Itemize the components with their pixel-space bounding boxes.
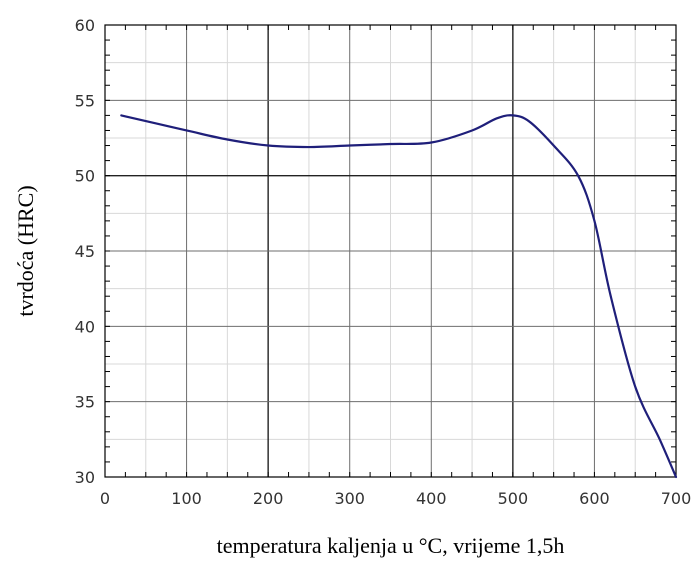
x-axis-title: temperatura kaljenja u °C, vrijeme 1,5h: [217, 533, 565, 558]
y-tick-label: 50: [75, 167, 95, 186]
y-axis-title: tvrdoća (HRC): [13, 185, 38, 316]
x-tick-labels: 0 100 200 300 400 500 600 700: [100, 489, 691, 508]
x-tick-label: 500: [498, 489, 529, 508]
x-tick-label: 0: [100, 489, 110, 508]
x-tick-label: 100: [171, 489, 202, 508]
y-tick-label: 55: [75, 91, 95, 110]
x-tick-label: 400: [416, 489, 447, 508]
y-tick-label: 40: [75, 317, 95, 336]
y-tick-labels: 30 35 40 45 50 55 60: [75, 16, 95, 487]
minor-ticks: [104, 24, 677, 478]
y-tick-label: 30: [75, 468, 95, 487]
x-tick-label: 200: [253, 489, 284, 508]
x-tick-label: 300: [334, 489, 365, 508]
x-tick-label: 600: [579, 489, 610, 508]
y-tick-label: 45: [75, 242, 95, 261]
y-tick-label: 60: [75, 16, 95, 35]
y-tick-label: 35: [75, 393, 95, 412]
major-grid: [105, 25, 676, 477]
hardness-curve: [120, 114, 678, 479]
x-tick-label: 700: [661, 489, 692, 508]
